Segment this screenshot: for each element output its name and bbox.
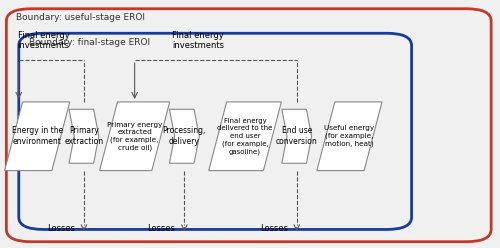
Text: Losses: Losses — [260, 224, 288, 233]
Text: Useful energy
(for example,
motion, heat): Useful energy (for example, motion, heat… — [324, 125, 374, 147]
Polygon shape — [208, 102, 282, 171]
Text: End use
conversion: End use conversion — [276, 126, 318, 146]
Text: Energy in the
environment: Energy in the environment — [12, 126, 63, 146]
Text: Final energy
delivered to the
end user
(for example,
gasoline): Final energy delivered to the end user (… — [218, 118, 272, 155]
Polygon shape — [317, 102, 382, 171]
Text: Losses: Losses — [148, 224, 176, 233]
Text: Boundary: useful-stage EROI: Boundary: useful-stage EROI — [16, 13, 146, 22]
Text: Boundary: final-stage EROI: Boundary: final-stage EROI — [28, 38, 150, 47]
Polygon shape — [170, 109, 200, 163]
Text: Losses: Losses — [47, 224, 75, 233]
Polygon shape — [4, 102, 70, 171]
Text: Primary energy
extracted
(for example,
crude oil): Primary energy extracted (for example, c… — [107, 122, 162, 151]
FancyBboxPatch shape — [19, 33, 411, 229]
Text: Final energy
investments: Final energy investments — [18, 31, 70, 50]
Polygon shape — [282, 109, 312, 163]
Polygon shape — [100, 102, 170, 171]
Text: Primary
extraction: Primary extraction — [64, 126, 104, 146]
Polygon shape — [69, 109, 99, 163]
FancyBboxPatch shape — [6, 9, 491, 242]
Text: Processing,
delivery: Processing, delivery — [162, 126, 206, 146]
Text: Final energy
investments: Final energy investments — [172, 31, 224, 50]
